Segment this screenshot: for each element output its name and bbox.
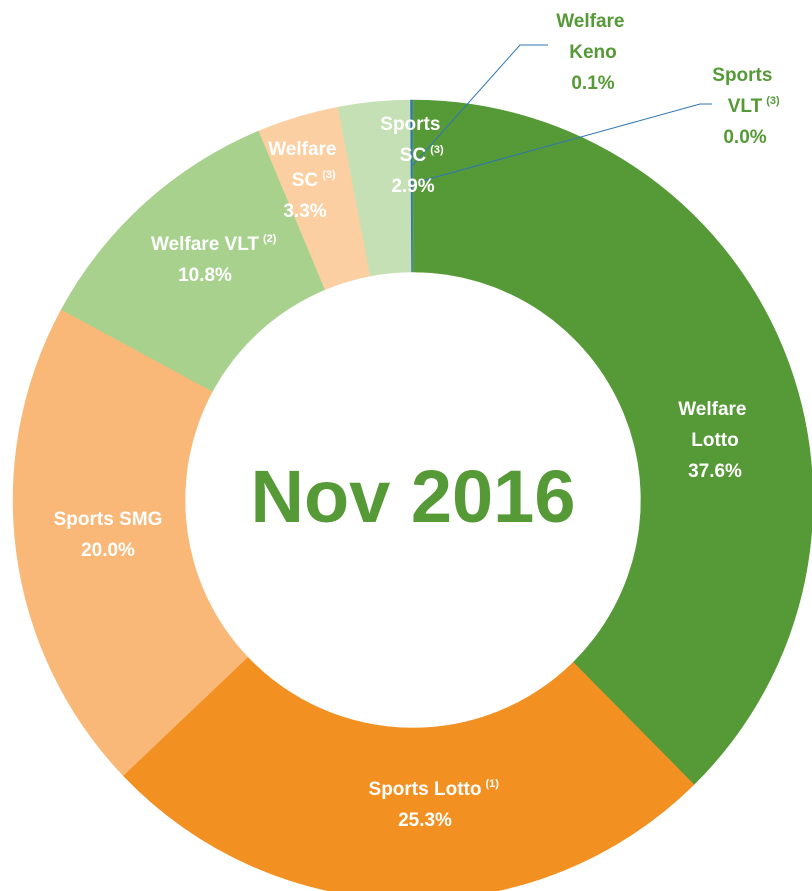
label-line: Sports bbox=[380, 114, 445, 135]
footnote-mark: (3) bbox=[766, 95, 780, 107]
value-label: 20.0% bbox=[81, 540, 135, 561]
value-label: 37.6% bbox=[688, 461, 742, 482]
slice-label: Sports Lotto bbox=[369, 779, 482, 800]
value-label: 10.8% bbox=[178, 265, 232, 286]
footnote-mark: (3) bbox=[322, 169, 336, 181]
donut-slice bbox=[122, 656, 695, 891]
label-line: VLT bbox=[728, 96, 763, 117]
slice-label: Sports SMG bbox=[54, 509, 163, 530]
value-label: 3.3% bbox=[283, 201, 326, 222]
footnote-mark: (3) bbox=[430, 144, 444, 156]
label-line: Sports SMG bbox=[54, 509, 163, 530]
slice-label: Sports VLT bbox=[712, 65, 777, 117]
label-line: Welfare bbox=[678, 399, 752, 420]
donut-slice bbox=[12, 309, 249, 776]
slice-label: Welfare Keno bbox=[556, 11, 630, 63]
value-label: 0.0% bbox=[723, 127, 766, 148]
donut-slice bbox=[412, 99, 812, 785]
value-label: 25.3% bbox=[398, 810, 452, 831]
slices bbox=[12, 99, 812, 891]
slice-label: Welfare SC bbox=[268, 139, 342, 191]
label-line: Welfare VLT bbox=[151, 234, 259, 255]
label-line: Sports Lotto bbox=[369, 779, 482, 800]
label-line: SC bbox=[400, 145, 427, 166]
donut-slice bbox=[60, 130, 326, 392]
value-label: 0.1% bbox=[571, 73, 614, 94]
slice-label: Welfare Lotto bbox=[678, 399, 752, 451]
slice-label: Sports SC bbox=[380, 114, 445, 166]
footnote-mark: (1) bbox=[485, 778, 499, 790]
label-line: Sports bbox=[712, 65, 777, 86]
label-line: Welfare bbox=[556, 11, 630, 32]
value-label: 2.9% bbox=[391, 176, 434, 197]
label-line: Lotto bbox=[691, 430, 738, 451]
label-line: Welfare bbox=[268, 139, 342, 160]
label-line: Keno bbox=[569, 42, 617, 63]
slice-label: Welfare VLT bbox=[151, 234, 259, 255]
leader-line bbox=[417, 103, 712, 183]
label-line: SC bbox=[292, 170, 319, 191]
footnote-mark: (2) bbox=[263, 233, 277, 245]
leader-line bbox=[412, 44, 548, 166]
center-title: Nov 2016 bbox=[251, 455, 576, 538]
